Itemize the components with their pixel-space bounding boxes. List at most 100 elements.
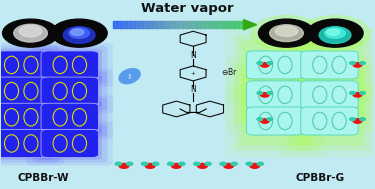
FancyBboxPatch shape (280, 84, 375, 157)
Circle shape (126, 162, 133, 165)
Polygon shape (243, 20, 256, 30)
FancyBboxPatch shape (27, 43, 113, 87)
FancyBboxPatch shape (295, 40, 364, 90)
FancyBboxPatch shape (0, 43, 64, 87)
Text: Water vapor: Water vapor (141, 2, 234, 15)
FancyBboxPatch shape (38, 101, 102, 134)
FancyBboxPatch shape (246, 107, 304, 135)
Circle shape (250, 163, 259, 168)
Circle shape (224, 163, 234, 168)
Circle shape (115, 162, 122, 165)
Circle shape (145, 163, 155, 168)
FancyBboxPatch shape (27, 95, 113, 139)
FancyBboxPatch shape (41, 129, 99, 157)
FancyBboxPatch shape (41, 77, 99, 105)
Ellipse shape (63, 27, 95, 43)
Circle shape (198, 163, 207, 168)
FancyBboxPatch shape (234, 65, 316, 125)
FancyBboxPatch shape (0, 101, 53, 134)
Text: N: N (190, 51, 196, 60)
FancyBboxPatch shape (0, 77, 50, 105)
Ellipse shape (325, 28, 345, 38)
Circle shape (350, 62, 355, 64)
Ellipse shape (319, 27, 351, 43)
Circle shape (220, 162, 226, 165)
FancyBboxPatch shape (0, 49, 53, 81)
FancyBboxPatch shape (27, 69, 113, 113)
Circle shape (360, 92, 365, 94)
Circle shape (353, 93, 362, 97)
Circle shape (350, 92, 355, 94)
Circle shape (267, 118, 273, 121)
Circle shape (168, 162, 174, 165)
FancyBboxPatch shape (0, 127, 53, 160)
Circle shape (153, 162, 159, 165)
FancyBboxPatch shape (38, 127, 102, 160)
Circle shape (360, 62, 365, 64)
FancyBboxPatch shape (234, 35, 316, 95)
FancyBboxPatch shape (32, 72, 107, 110)
Ellipse shape (327, 29, 340, 36)
Circle shape (267, 92, 273, 94)
Ellipse shape (270, 25, 303, 42)
Circle shape (307, 19, 363, 47)
FancyBboxPatch shape (32, 98, 107, 136)
FancyBboxPatch shape (241, 40, 309, 90)
FancyBboxPatch shape (41, 103, 99, 131)
FancyBboxPatch shape (32, 124, 107, 163)
FancyBboxPatch shape (226, 29, 325, 101)
FancyBboxPatch shape (27, 121, 113, 165)
Text: :): :) (128, 74, 132, 79)
Circle shape (353, 63, 362, 67)
FancyBboxPatch shape (241, 70, 309, 119)
Circle shape (261, 119, 269, 123)
Circle shape (51, 19, 107, 47)
Circle shape (257, 92, 262, 94)
Text: CPBBr-W: CPBBr-W (18, 173, 69, 183)
FancyBboxPatch shape (289, 65, 370, 125)
FancyBboxPatch shape (301, 51, 358, 79)
Circle shape (246, 162, 252, 165)
Circle shape (360, 118, 365, 121)
FancyBboxPatch shape (246, 81, 304, 109)
Circle shape (141, 162, 148, 165)
Circle shape (179, 162, 185, 165)
Circle shape (231, 162, 237, 165)
FancyBboxPatch shape (289, 35, 370, 95)
FancyBboxPatch shape (301, 107, 358, 135)
FancyBboxPatch shape (241, 96, 309, 146)
Ellipse shape (20, 26, 42, 37)
FancyBboxPatch shape (0, 51, 50, 79)
Circle shape (257, 162, 264, 165)
FancyBboxPatch shape (226, 58, 325, 131)
FancyBboxPatch shape (38, 75, 102, 108)
Circle shape (353, 119, 362, 123)
Circle shape (267, 62, 273, 64)
Circle shape (3, 19, 58, 47)
FancyBboxPatch shape (280, 58, 375, 131)
Circle shape (257, 62, 262, 64)
Circle shape (194, 162, 200, 165)
Ellipse shape (69, 28, 89, 38)
Polygon shape (119, 69, 140, 84)
Ellipse shape (14, 24, 47, 42)
Circle shape (171, 163, 181, 168)
FancyBboxPatch shape (0, 124, 59, 163)
Circle shape (261, 63, 269, 67)
FancyBboxPatch shape (0, 72, 59, 110)
FancyBboxPatch shape (0, 121, 64, 165)
Text: CPBBr-G: CPBBr-G (296, 173, 345, 183)
Circle shape (257, 118, 262, 121)
FancyBboxPatch shape (295, 96, 364, 146)
Circle shape (300, 16, 370, 51)
FancyBboxPatch shape (295, 70, 364, 119)
Circle shape (258, 19, 315, 47)
FancyBboxPatch shape (289, 91, 370, 151)
Circle shape (350, 118, 355, 121)
FancyBboxPatch shape (226, 84, 325, 157)
FancyBboxPatch shape (32, 46, 107, 84)
FancyBboxPatch shape (0, 46, 59, 84)
FancyBboxPatch shape (0, 69, 64, 113)
FancyBboxPatch shape (41, 51, 99, 79)
FancyBboxPatch shape (0, 103, 50, 131)
